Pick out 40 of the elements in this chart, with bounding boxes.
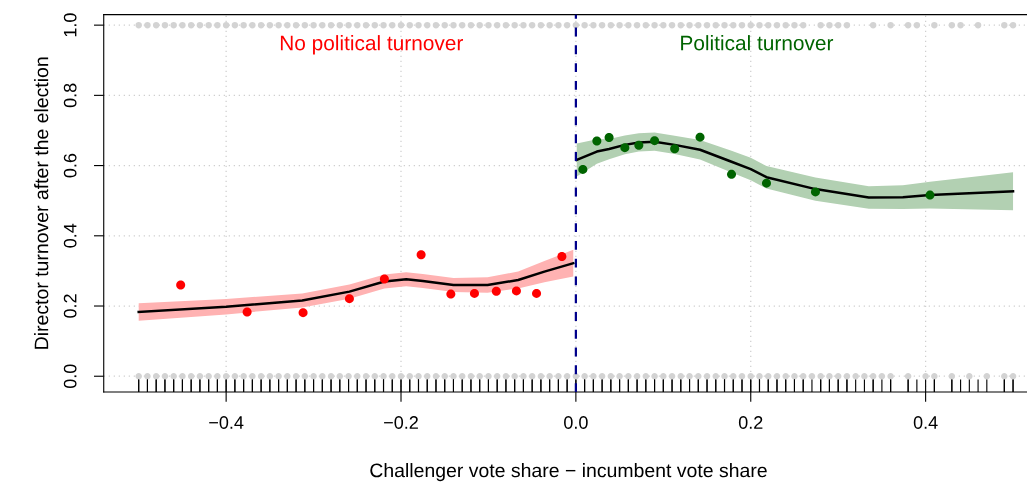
point xyxy=(379,274,389,284)
line-series xyxy=(137,261,575,314)
point xyxy=(604,132,614,142)
x-tick-label: 0.4 xyxy=(913,416,938,429)
point xyxy=(592,136,602,146)
x-tick-label: −0.4 xyxy=(209,416,244,429)
y-axis-title: Director turnover after the election xyxy=(34,57,49,349)
text: Political turnover xyxy=(681,35,834,51)
point xyxy=(242,307,252,317)
point xyxy=(620,143,630,153)
point xyxy=(695,132,705,142)
x-tick-label: 0.2 xyxy=(738,416,763,429)
x-axis-title: Challenger vote share − incumbent vote share xyxy=(370,463,767,482)
point xyxy=(176,280,186,290)
point xyxy=(446,289,456,299)
point xyxy=(727,169,737,179)
point xyxy=(670,144,680,154)
point xyxy=(532,288,542,298)
point xyxy=(650,136,660,146)
point xyxy=(925,190,935,200)
point xyxy=(416,250,426,260)
point xyxy=(344,294,354,304)
point xyxy=(810,187,820,197)
point xyxy=(557,252,567,262)
point xyxy=(578,164,588,174)
y-tick-label: 0.8 xyxy=(63,83,77,108)
y-tick-label: 0.2 xyxy=(63,294,77,318)
point xyxy=(469,288,479,298)
point xyxy=(298,308,308,318)
point xyxy=(634,140,644,150)
point xyxy=(491,286,501,296)
y-tick-label: 0.6 xyxy=(63,153,77,178)
point xyxy=(761,178,771,188)
y-tick-label: 0.4 xyxy=(63,223,77,248)
y-tick-label: 0.0 xyxy=(63,364,77,389)
y-tick-label: 1.0 xyxy=(63,13,77,37)
text: No political turnover xyxy=(280,35,463,55)
point xyxy=(511,286,521,296)
x-tick-label: 0.0 xyxy=(564,416,588,429)
x-tick-label: −0.2 xyxy=(384,416,418,429)
